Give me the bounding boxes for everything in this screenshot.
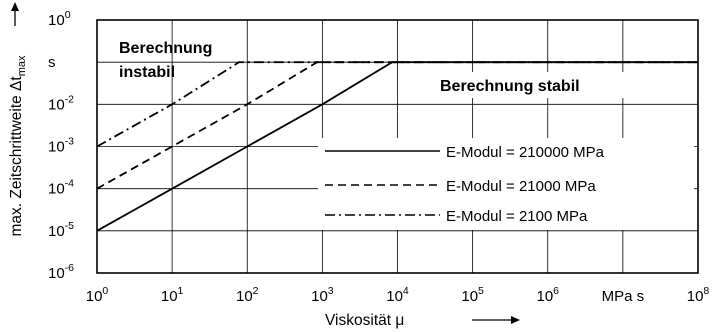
x-tick-labels: 100 101 102 103 104 105 106 MPa s 108 xyxy=(86,285,710,305)
legend-item-2100: E-Modul = 2100 MPa xyxy=(325,208,588,225)
series-line-dashdot xyxy=(96,61,698,148)
x-tick-label: 101 xyxy=(161,285,184,305)
x-axis-label-text: Viskosität μ xyxy=(325,312,404,329)
annotation-stable-bg xyxy=(432,72,638,98)
x-tick-label: 108 xyxy=(687,285,710,305)
x-tick-label: 106 xyxy=(536,285,559,305)
legend-item-210000: E-Modul = 210000 MPa xyxy=(325,144,605,161)
plot-frame xyxy=(96,19,699,274)
annotation-stable: Berechnung stabil xyxy=(440,78,580,95)
x-tick-label: 100 xyxy=(86,285,109,305)
y-axis-arrowhead xyxy=(11,2,19,11)
x-tick-label: 102 xyxy=(236,285,259,305)
y-tick-label: 10-2 xyxy=(48,93,74,113)
legend-item-21000: E-Modul = 21000 MPa xyxy=(325,178,596,195)
annotation-unstable-line2: instabil xyxy=(119,64,175,81)
y-tick-labels: 100 s 10-2 10-3 10-4 10-5 10-6 xyxy=(48,9,74,282)
legend-label-2100: E-Modul = 2100 MPa xyxy=(446,208,588,225)
series-line-dashed xyxy=(96,61,698,190)
legend-label-210000: E-Modul = 210000 MPa xyxy=(446,144,605,161)
x-tick-label: MPa s xyxy=(602,288,645,305)
annotation-unstable-line1: Berechnung xyxy=(119,40,212,57)
y-tick-label: 10-6 xyxy=(48,262,74,282)
y-tick-label: 10-4 xyxy=(48,178,74,198)
y-tick-label: 10-5 xyxy=(48,220,74,240)
y-axis-arrow xyxy=(11,2,19,26)
y-axis-label: max. Zeitschrittweite Δtmax xyxy=(8,55,28,237)
legend-label-21000: E-Modul = 21000 MPa xyxy=(446,178,596,195)
y-tick-label: 100 xyxy=(48,9,71,29)
x-axis-arrowhead xyxy=(511,316,520,324)
y-tick-label: s xyxy=(48,54,56,71)
legend: E-Modul = 210000 MPa E-Modul = 21000 MPa… xyxy=(318,138,694,230)
y-axis-label-text: max. Zeitschrittweite Δtmax xyxy=(8,55,28,237)
x-tick-label: 105 xyxy=(461,285,484,305)
x-tick-label: 103 xyxy=(311,285,334,305)
x-axis-label: Viskosität μ xyxy=(325,312,520,329)
y-tick-label: 10-3 xyxy=(48,136,74,156)
series-lines xyxy=(96,61,698,232)
x-tick-label: 104 xyxy=(386,285,409,305)
